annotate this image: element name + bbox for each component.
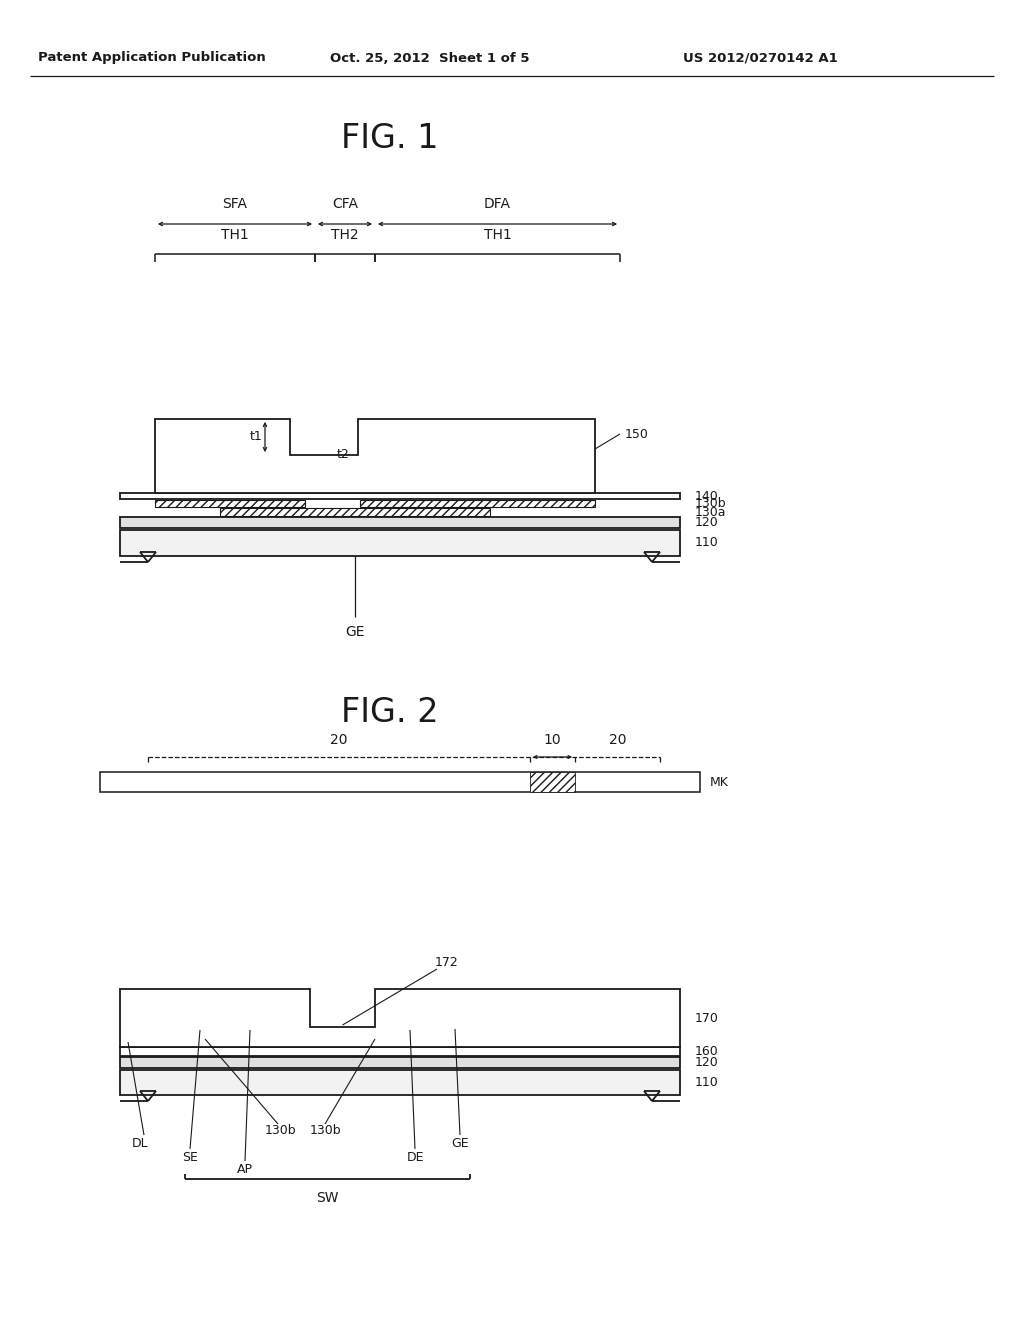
Text: CFA: CFA xyxy=(332,197,358,211)
Text: t1: t1 xyxy=(249,430,262,444)
Text: 120: 120 xyxy=(695,516,719,529)
Text: TH2: TH2 xyxy=(331,228,358,242)
Text: 20: 20 xyxy=(608,733,627,747)
Text: 110: 110 xyxy=(695,1076,719,1089)
Text: 130b: 130b xyxy=(309,1125,341,1137)
Bar xyxy=(220,508,490,516)
Bar xyxy=(120,1057,680,1068)
Text: DL: DL xyxy=(132,1137,148,1150)
Text: DFA: DFA xyxy=(484,197,511,211)
Text: DE: DE xyxy=(407,1151,424,1164)
Text: GE: GE xyxy=(452,1137,469,1150)
Text: 172: 172 xyxy=(435,956,459,969)
Text: GE: GE xyxy=(345,624,365,639)
Text: t2: t2 xyxy=(337,449,350,462)
Text: 170: 170 xyxy=(695,1011,719,1024)
Text: TH1: TH1 xyxy=(483,228,511,242)
Polygon shape xyxy=(155,418,595,492)
Text: Patent Application Publication: Patent Application Publication xyxy=(38,51,266,65)
Text: 140: 140 xyxy=(695,490,719,503)
Bar xyxy=(360,500,595,507)
Text: Oct. 25, 2012  Sheet 1 of 5: Oct. 25, 2012 Sheet 1 of 5 xyxy=(331,51,529,65)
Bar xyxy=(120,1047,680,1056)
Text: AP: AP xyxy=(237,1163,253,1176)
Text: 160: 160 xyxy=(695,1045,719,1059)
Polygon shape xyxy=(120,989,680,1047)
Bar xyxy=(355,1031,475,1038)
Text: SE: SE xyxy=(182,1151,198,1164)
Text: 130b: 130b xyxy=(264,1125,296,1137)
Text: 20: 20 xyxy=(331,733,348,747)
Text: SW: SW xyxy=(316,1191,339,1205)
Bar xyxy=(530,772,575,792)
Bar xyxy=(100,772,700,792)
Text: 130a: 130a xyxy=(695,506,726,519)
Text: 150: 150 xyxy=(625,428,649,441)
Bar xyxy=(175,1031,285,1038)
Text: 10: 10 xyxy=(544,733,561,747)
Text: FIG. 2: FIG. 2 xyxy=(341,696,439,729)
Text: 130b: 130b xyxy=(695,498,727,510)
Text: FIG. 1: FIG. 1 xyxy=(341,121,438,154)
Bar xyxy=(155,500,305,507)
Bar xyxy=(120,492,680,499)
Text: US 2012/0270142 A1: US 2012/0270142 A1 xyxy=(683,51,838,65)
Text: 120: 120 xyxy=(695,1056,719,1069)
Bar xyxy=(120,517,680,528)
Text: TH1: TH1 xyxy=(221,228,249,242)
Bar xyxy=(120,1071,680,1096)
Bar xyxy=(120,531,680,556)
Text: 110: 110 xyxy=(695,536,719,549)
Text: SFA: SFA xyxy=(222,197,248,211)
Text: MK: MK xyxy=(710,776,729,788)
